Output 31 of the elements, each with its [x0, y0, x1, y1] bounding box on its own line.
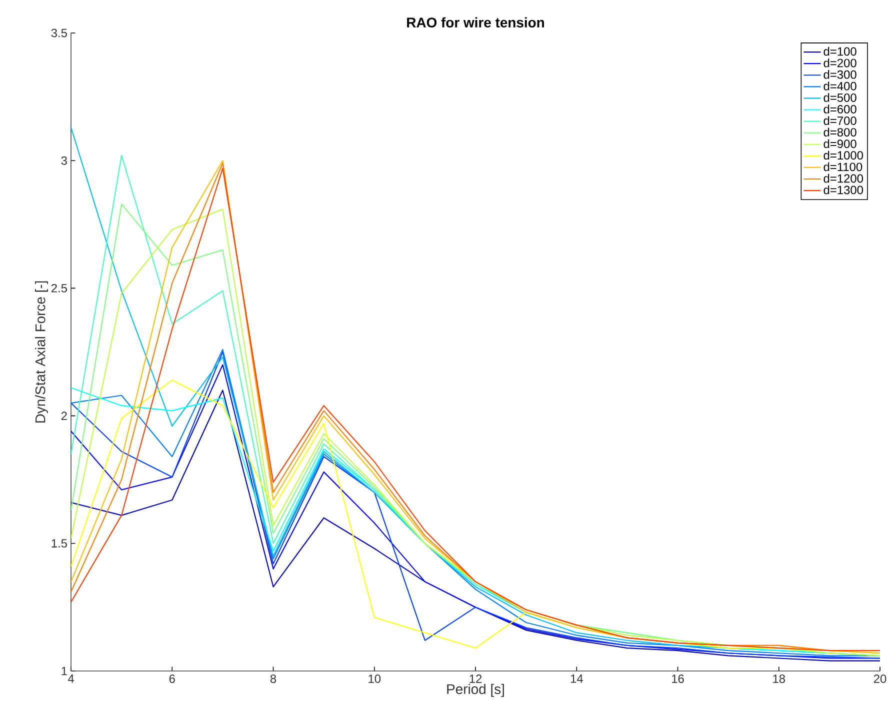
- x-axis-title: Period [s]: [447, 684, 504, 697]
- y-tick-label: 2: [61, 412, 67, 420]
- x-tick-label: 8: [270, 674, 276, 683]
- y-axis-title: Dyn/Stat Axial Force [-]: [35, 281, 48, 423]
- x-tick-label: 18: [773, 674, 786, 683]
- y-tick-label: 2.5: [51, 284, 67, 292]
- x-tick-label: 20: [874, 674, 886, 683]
- legend-label: d=1300: [824, 185, 864, 194]
- x-tick-label: 6: [169, 674, 175, 683]
- legend-label: d=400: [824, 82, 856, 90]
- y-tick-label: 3: [61, 156, 67, 165]
- x-tick-label: 16: [672, 674, 684, 683]
- y-tick-label: 1.5: [52, 539, 67, 548]
- x-tick-label: 14: [570, 674, 583, 683]
- chart-title: RAO for wire tension: [407, 17, 544, 28]
- legend-label: d=1200: [824, 174, 864, 183]
- legend-label: d=1000: [824, 150, 864, 160]
- x-tick-label: 12: [470, 674, 482, 683]
- legend-label: d=200: [824, 58, 856, 68]
- legend-label: d=900: [824, 139, 856, 148]
- legend-label: d=800: [824, 128, 856, 137]
- x-tick-label: 4: [68, 674, 74, 683]
- legend-label: d=500: [824, 93, 856, 102]
- legend-label: d=600: [824, 104, 856, 114]
- legend-label: d=700: [824, 116, 856, 125]
- y-tick-label: 3.5: [51, 28, 67, 38]
- legend-label: d=1100: [824, 162, 862, 172]
- legend-label: d=300: [824, 70, 856, 79]
- y-tick-label: 1: [62, 666, 67, 676]
- legend-label: d=100: [824, 46, 856, 56]
- x-tick-label: 10: [368, 674, 381, 683]
